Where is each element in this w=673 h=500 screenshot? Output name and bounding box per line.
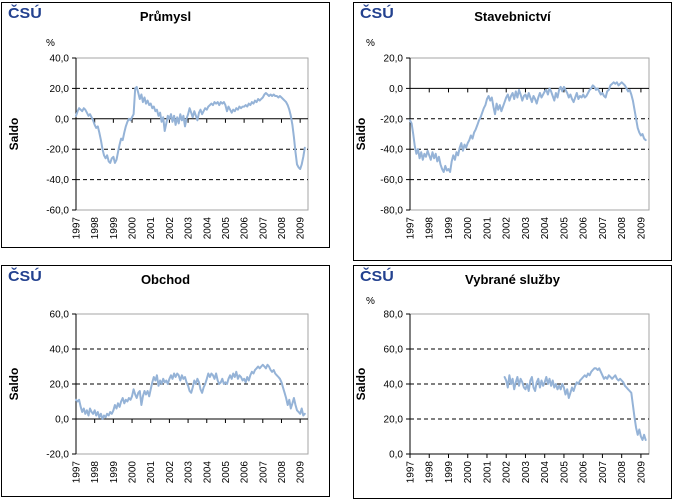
- svg-text:2003: 2003: [184, 461, 195, 484]
- svg-text:2005: 2005: [221, 461, 232, 484]
- svg-text:2002: 2002: [502, 461, 513, 484]
- svg-text:2004: 2004: [202, 217, 213, 240]
- svg-text:2002: 2002: [165, 461, 176, 484]
- chart-panel-stavebnictvi: ČSÚ Stavebnictví % Saldo 20,0 0,0 -20,0 -40…: [353, 2, 672, 261]
- svg-text:2006: 2006: [240, 461, 251, 484]
- svg-text:40,0: 40,0: [50, 345, 70, 356]
- svg-text:2000: 2000: [128, 461, 139, 484]
- chart-title-vybrane-sluzby: Vybrané služby: [465, 272, 560, 287]
- csu-logo: ČSÚ: [360, 5, 394, 22]
- svg-text:2008: 2008: [277, 217, 288, 240]
- chart-panel-prumysl: ČSÚ Průmysl % Saldo 40,0 20,0 0,0 -20,0 -40,…: [1, 2, 330, 248]
- svg-text:2001: 2001: [146, 217, 157, 240]
- svg-text:1997: 1997: [72, 217, 83, 240]
- svg-text:2005: 2005: [559, 461, 570, 484]
- svg-text:-20,0: -20,0: [46, 450, 69, 461]
- svg-text:40,0: 40,0: [50, 54, 70, 65]
- svg-text:0,0: 0,0: [55, 114, 69, 125]
- svg-text:-60,0: -60,0: [380, 175, 403, 186]
- svg-text:2007: 2007: [598, 461, 609, 484]
- svg-text:1997: 1997: [406, 461, 417, 484]
- unit-label: %: [46, 38, 55, 49]
- svg-text:20,0: 20,0: [50, 84, 70, 95]
- svg-text:-60,0: -60,0: [46, 206, 69, 217]
- svg-text:20,0: 20,0: [384, 54, 404, 65]
- svg-text:2004: 2004: [540, 461, 551, 484]
- svg-text:-80,0: -80,0: [380, 206, 403, 217]
- svg-text:2000: 2000: [463, 217, 474, 240]
- svg-text:2002: 2002: [502, 217, 513, 240]
- svg-text:0,0: 0,0: [389, 84, 403, 95]
- svg-text:2008: 2008: [617, 461, 628, 484]
- svg-text:2004: 2004: [202, 461, 213, 484]
- svg-text:2008: 2008: [617, 217, 628, 240]
- svg-text:60,0: 60,0: [50, 310, 70, 321]
- svg-text:2009: 2009: [636, 461, 647, 484]
- svg-text:1998: 1998: [425, 217, 436, 240]
- svg-text:2006: 2006: [240, 217, 251, 240]
- svg-text:0,0: 0,0: [389, 450, 403, 461]
- svg-text:2003: 2003: [184, 217, 195, 240]
- svg-text:2000: 2000: [463, 461, 474, 484]
- svg-text:1998: 1998: [425, 461, 436, 484]
- svg-text:80,0: 80,0: [384, 310, 404, 321]
- svg-text:2005: 2005: [559, 217, 570, 240]
- svg-text:-40,0: -40,0: [46, 175, 69, 186]
- svg-text:2003: 2003: [521, 461, 532, 484]
- svg-text:-40,0: -40,0: [380, 145, 403, 156]
- chart-title-prumysl: Průmysl: [139, 9, 192, 24]
- svg-text:2009: 2009: [296, 217, 307, 240]
- svg-text:2003: 2003: [521, 217, 532, 240]
- svg-text:2008: 2008: [277, 461, 288, 484]
- csu-logo: ČSÚ: [360, 268, 394, 285]
- chart-title-obchod: Obchod: [140, 272, 191, 287]
- svg-text:1999: 1999: [444, 461, 455, 484]
- svg-text:2004: 2004: [540, 217, 551, 240]
- svg-text:2009: 2009: [636, 217, 647, 240]
- svg-text:2002: 2002: [165, 217, 176, 240]
- svg-text:2001: 2001: [146, 461, 157, 484]
- svg-text:2007: 2007: [258, 461, 269, 484]
- csu-logo: ČSÚ: [8, 5, 42, 22]
- svg-text:2005: 2005: [221, 217, 232, 240]
- svg-text:2007: 2007: [598, 217, 609, 240]
- svg-text:1998: 1998: [90, 217, 101, 240]
- svg-text:2009: 2009: [296, 461, 307, 484]
- svg-text:-20,0: -20,0: [380, 114, 403, 125]
- svg-text:2000: 2000: [128, 217, 139, 240]
- svg-text:0,0: 0,0: [55, 415, 69, 426]
- svg-text:2006: 2006: [579, 461, 590, 484]
- svg-text:2006: 2006: [579, 217, 590, 240]
- svg-text:1999: 1999: [109, 461, 120, 484]
- svg-text:1999: 1999: [109, 217, 120, 240]
- svg-text:20,0: 20,0: [50, 380, 70, 391]
- svg-text:1999: 1999: [444, 217, 455, 240]
- unit-label: %: [366, 296, 375, 307]
- svg-text:40,0: 40,0: [384, 380, 404, 391]
- chart-panel-obchod: ČSÚ Obchod Saldo 60,0 40,0 20,0 0,0 -20,0 199…: [1, 265, 330, 497]
- csu-logo: ČSÚ: [8, 268, 42, 285]
- svg-text:1998: 1998: [90, 461, 101, 484]
- chart-panel-vybrane-sluzby: ČSÚ Vybrané služby % Saldo 80,0 60,0 40,0 2…: [353, 265, 672, 499]
- unit-label: %: [366, 38, 375, 49]
- svg-text:-20,0: -20,0: [46, 145, 69, 156]
- svg-text:2001: 2001: [482, 217, 493, 240]
- svg-text:20,0: 20,0: [384, 415, 404, 426]
- svg-text:2001: 2001: [482, 461, 493, 484]
- svg-text:1997: 1997: [72, 461, 83, 484]
- chart-title-stavebnictvi: Stavebnictví: [474, 9, 551, 24]
- svg-text:1997: 1997: [406, 217, 417, 240]
- svg-text:2007: 2007: [258, 217, 269, 240]
- svg-text:60,0: 60,0: [384, 345, 404, 356]
